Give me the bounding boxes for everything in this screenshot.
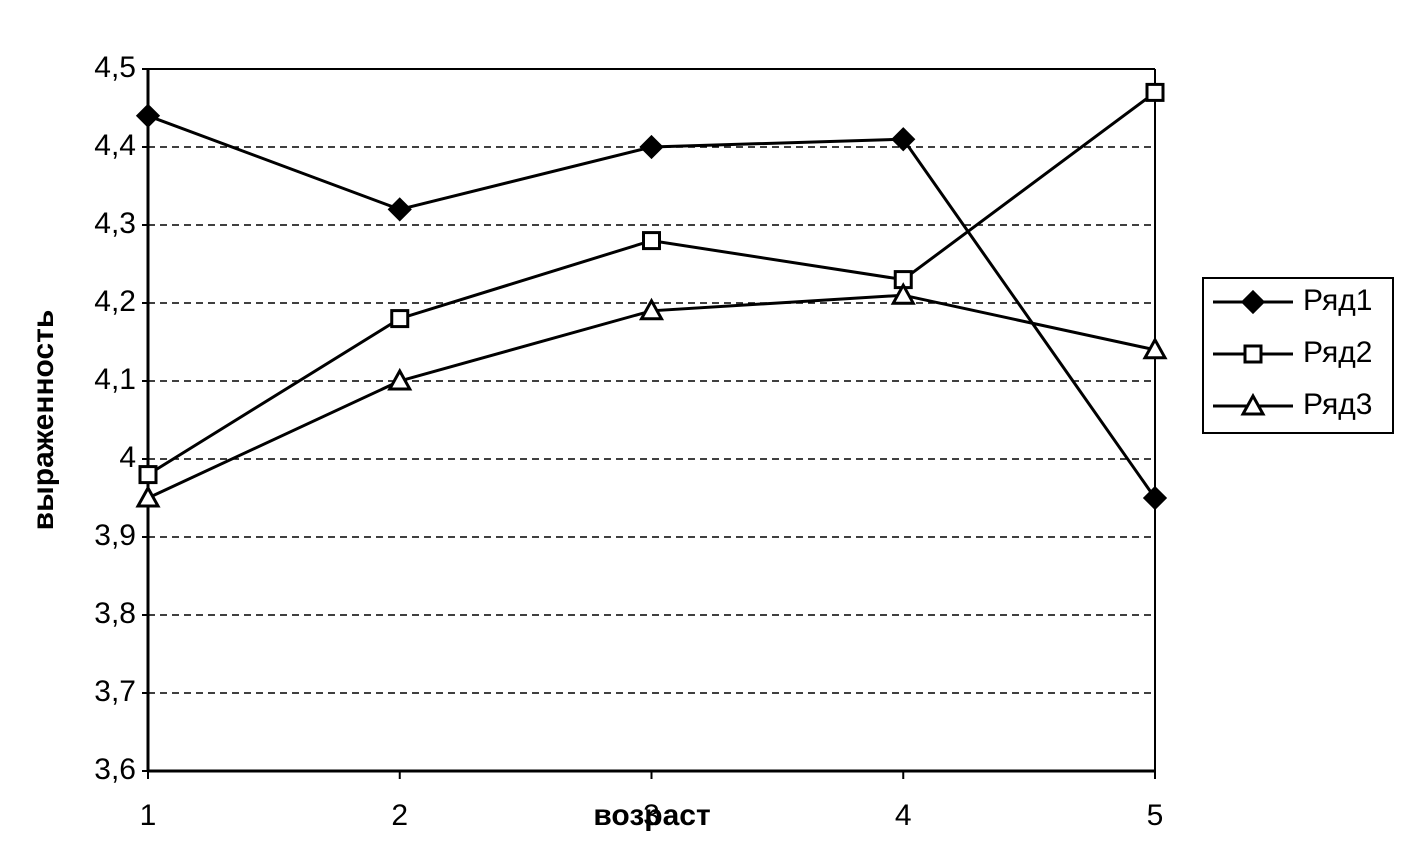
legend-marker xyxy=(1240,289,1266,315)
legend-marker xyxy=(1240,392,1266,416)
data-point xyxy=(135,103,161,128)
data-point xyxy=(135,484,161,508)
y-tick-label: 4,4 xyxy=(94,129,136,162)
data-point xyxy=(642,231,661,251)
data-point xyxy=(1145,82,1165,102)
data-point xyxy=(390,309,410,329)
y-tick-label: 4 xyxy=(119,441,136,474)
data-point xyxy=(1142,485,1168,511)
y-tick-label: 3,9 xyxy=(94,519,136,552)
y-tick-label: 4,5 xyxy=(94,51,136,84)
y-axis-title: выраженность xyxy=(27,310,60,531)
legend-label: Ряд1 xyxy=(1303,284,1372,317)
data-point xyxy=(891,127,916,152)
y-tick-label: 4,1 xyxy=(94,363,136,396)
data-point xyxy=(1142,336,1168,360)
x-tick-label: 2 xyxy=(391,799,408,832)
data-point xyxy=(638,297,665,321)
legend-label: Ряд2 xyxy=(1303,336,1372,369)
legend-marker xyxy=(1243,344,1263,364)
x-tick-label: 4 xyxy=(895,799,912,832)
y-tick-label: 3,7 xyxy=(94,675,136,708)
data-point xyxy=(639,134,664,160)
x-tick-label: 1 xyxy=(140,799,157,832)
y-tick-label: 3,6 xyxy=(94,753,136,786)
x-axis-title: возраст xyxy=(593,799,710,832)
legend-label: Ряд3 xyxy=(1303,388,1372,421)
y-tick-label: 3,8 xyxy=(94,597,136,630)
y-tick-label: 4,3 xyxy=(94,207,136,240)
x-tick-label: 5 xyxy=(1147,799,1164,832)
x-tick-label: 3 xyxy=(643,799,660,832)
data-point xyxy=(387,367,413,391)
data-point xyxy=(387,197,412,222)
y-tick-label: 4,2 xyxy=(94,285,136,318)
data-point xyxy=(138,465,158,485)
data-point xyxy=(890,282,916,305)
series-line xyxy=(147,293,1156,500)
